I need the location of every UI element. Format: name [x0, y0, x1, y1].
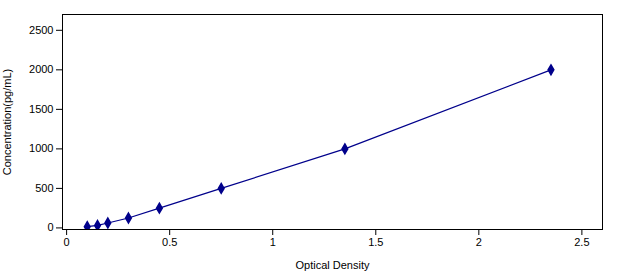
- svg-text:2500: 2500: [29, 24, 53, 36]
- svg-text:1: 1: [270, 236, 276, 248]
- svg-text:1.5: 1.5: [368, 236, 383, 248]
- svg-text:Optical Density: Optical Density: [296, 259, 370, 271]
- svg-text:0: 0: [64, 236, 70, 248]
- svg-text:Concentration(pg/mL): Concentration(pg/mL): [1, 69, 13, 175]
- svg-text:1500: 1500: [29, 103, 53, 115]
- svg-text:2.5: 2.5: [574, 236, 589, 248]
- svg-text:0: 0: [47, 221, 53, 233]
- svg-text:2000: 2000: [29, 63, 53, 75]
- svg-text:2: 2: [476, 236, 482, 248]
- svg-text:0.5: 0.5: [162, 236, 177, 248]
- svg-text:1000: 1000: [29, 142, 53, 154]
- svg-text:500: 500: [35, 182, 53, 194]
